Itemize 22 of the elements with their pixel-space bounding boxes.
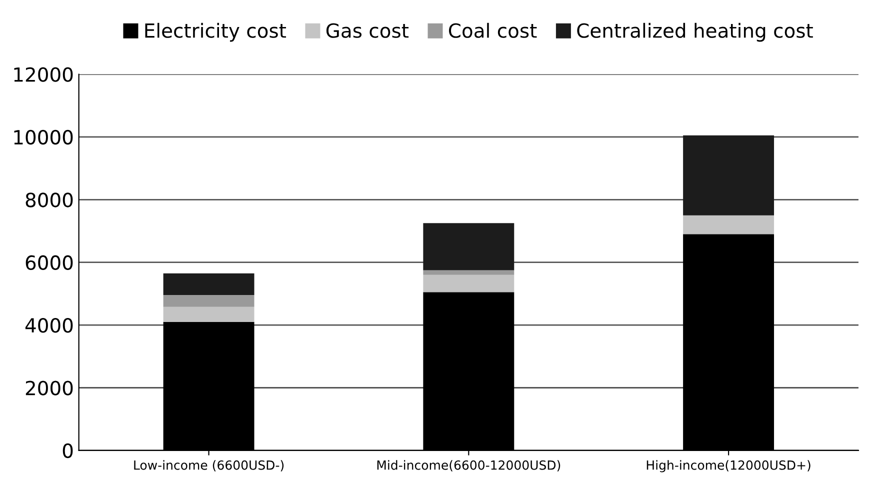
bar bbox=[683, 135, 774, 216]
bar bbox=[423, 274, 514, 292]
bar bbox=[163, 306, 254, 322]
x-tick-label: Mid-income(6600-12000USD) bbox=[377, 460, 560, 472]
y-tick-label: 6000 bbox=[26, 255, 73, 270]
bar bbox=[423, 223, 514, 270]
legend-label: Coal cost bbox=[448, 22, 537, 38]
y-tick-label: 4000 bbox=[25, 318, 73, 333]
bar bbox=[683, 215, 774, 234]
bar bbox=[163, 273, 254, 295]
legend-label: Gas cost bbox=[326, 23, 409, 38]
legend-label: Centralized heating cost bbox=[577, 22, 813, 42]
legend-label: Electricity cost bbox=[145, 22, 286, 42]
bar bbox=[163, 294, 254, 307]
y-tick-label: 0 bbox=[62, 443, 73, 458]
x-tick-label: High-income(12000USD+) bbox=[646, 460, 810, 472]
y-tick-label: 8000 bbox=[26, 192, 73, 208]
y-tick-label: 12000 bbox=[14, 67, 73, 82]
bar bbox=[423, 270, 514, 275]
y-tick-label: 2000 bbox=[26, 380, 73, 396]
x-tick-label: Low-income (6600USD-) bbox=[134, 460, 284, 472]
y-tick-label: 10000 bbox=[14, 130, 73, 145]
